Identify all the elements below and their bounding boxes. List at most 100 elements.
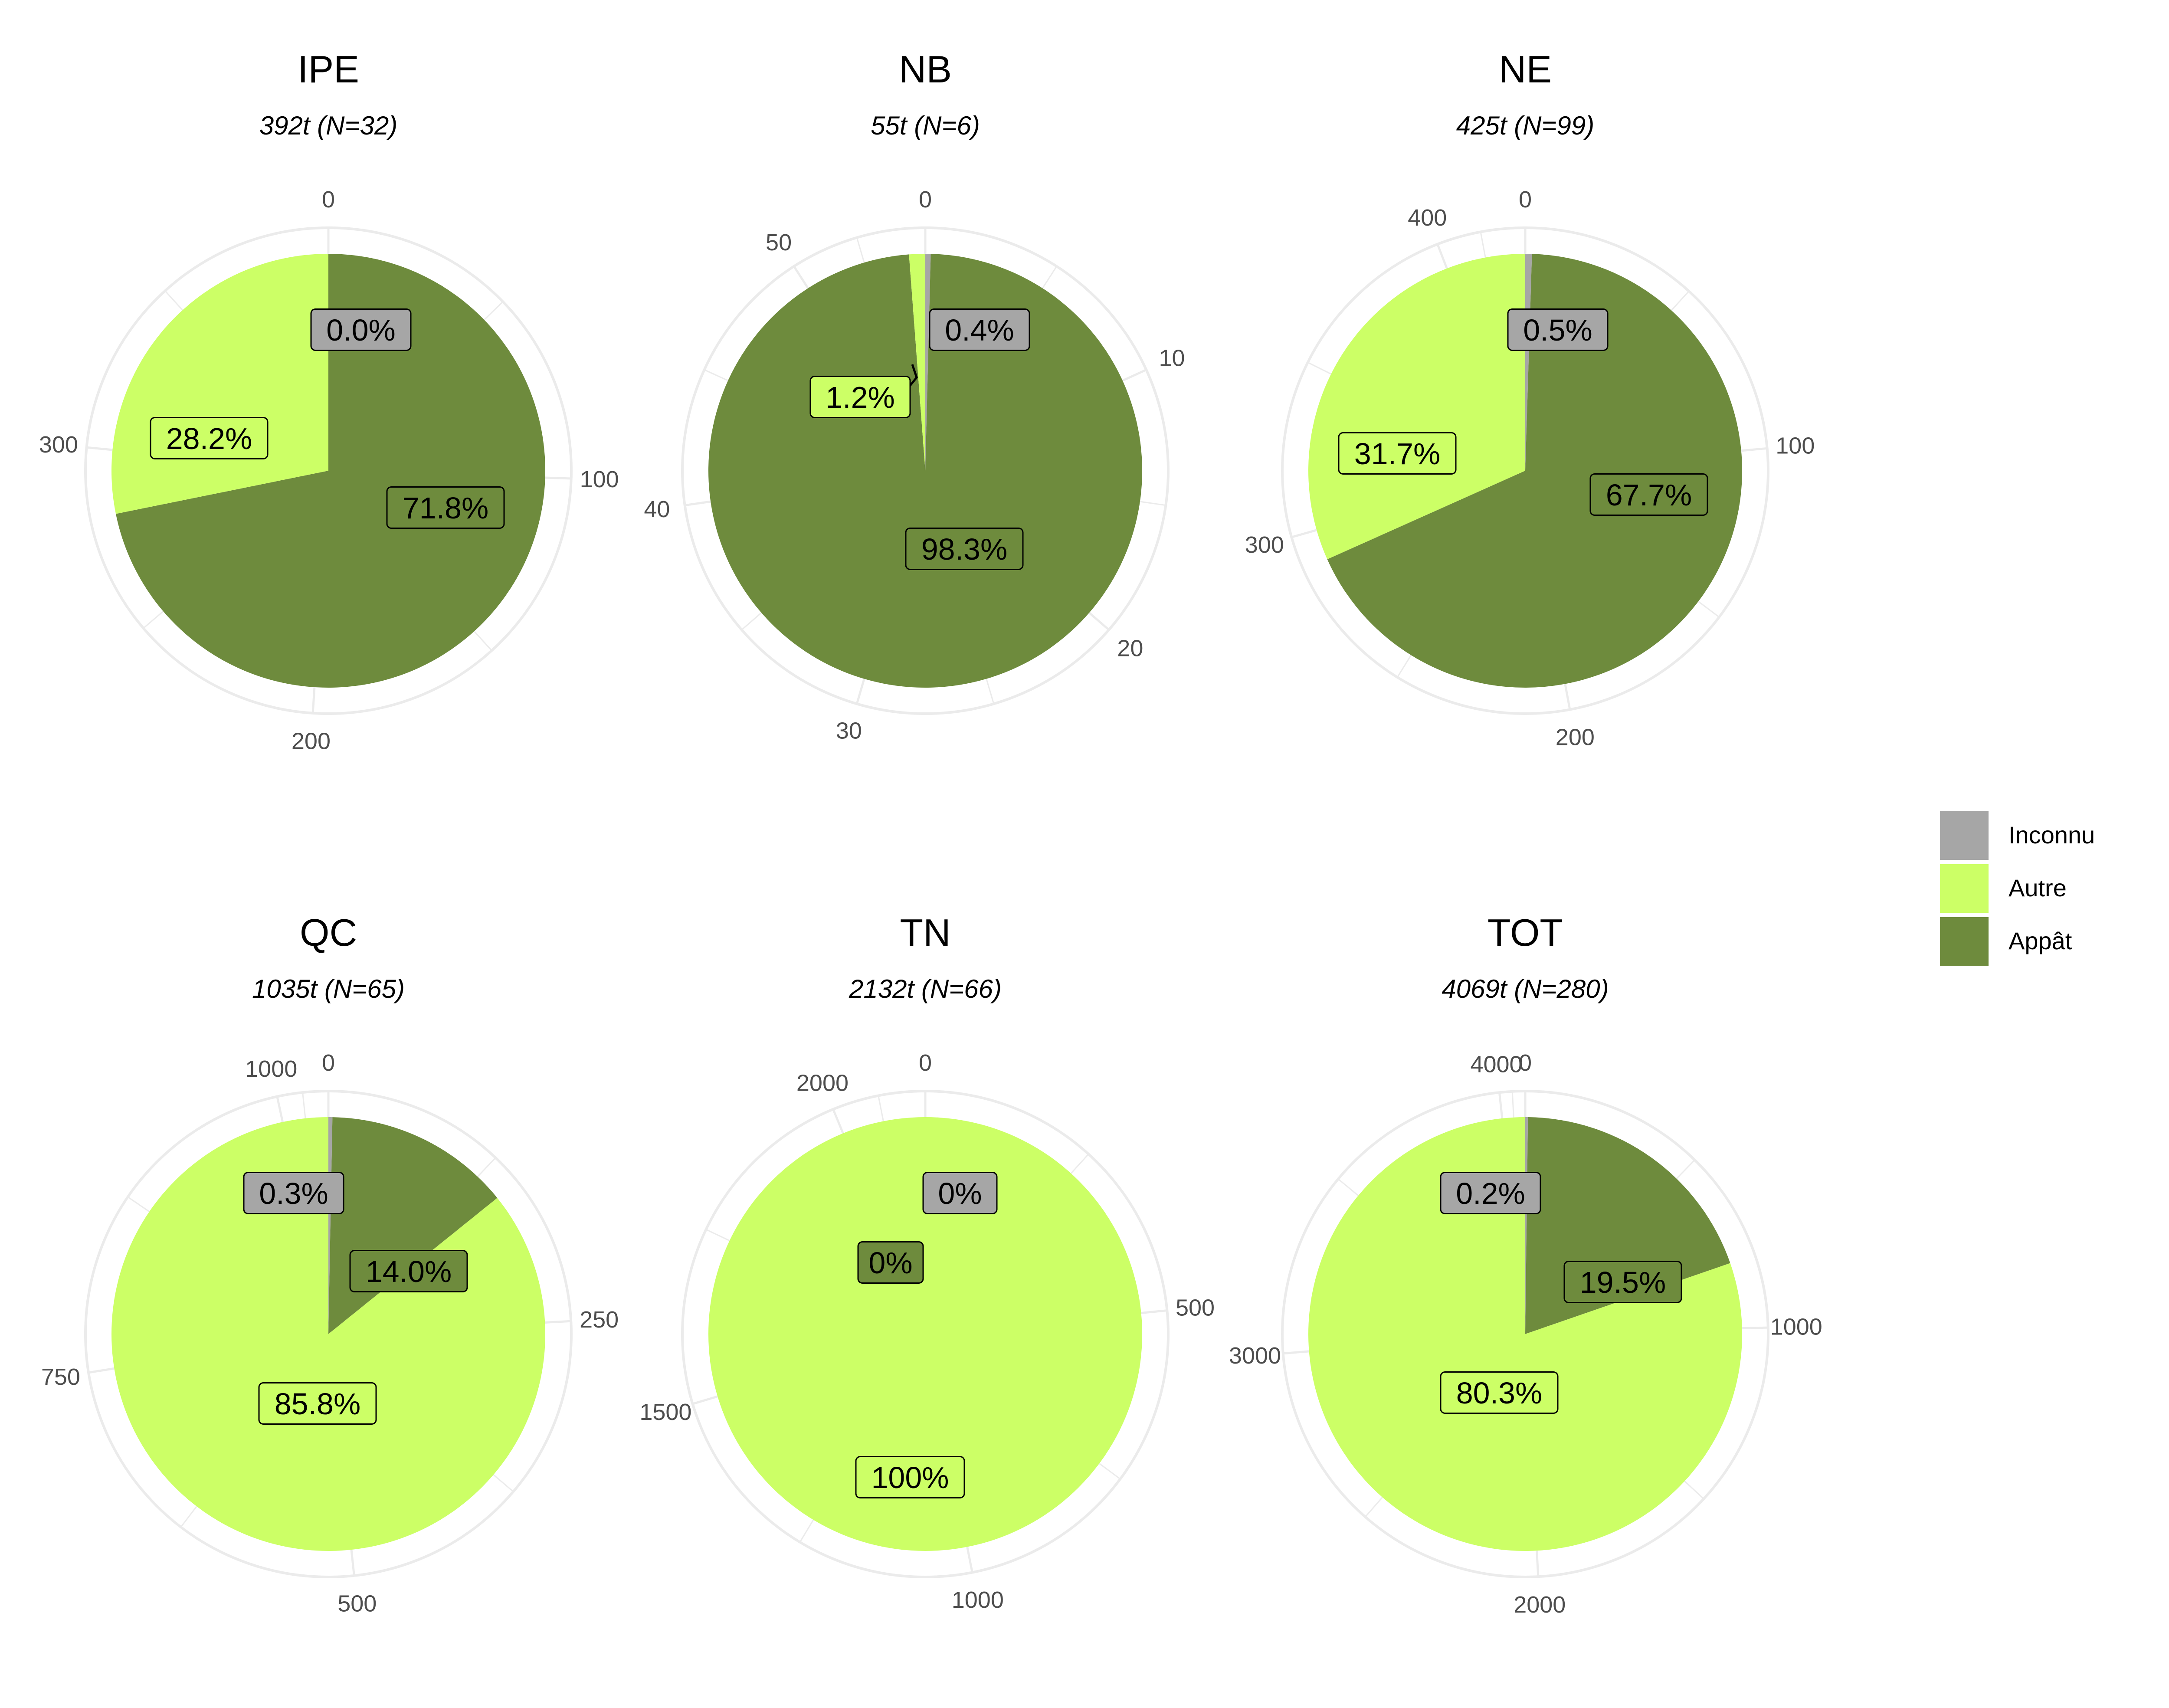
pie-slice-appat [116, 254, 546, 688]
grid-spoke-minor [741, 612, 762, 630]
tick-label: 2000 [1514, 1592, 1566, 1618]
tick-label: 3000 [1229, 1343, 1281, 1369]
grid-spoke [1088, 612, 1110, 631]
tick-label: 2000 [796, 1070, 849, 1096]
grid-spoke [1498, 1092, 1504, 1119]
label-connector [907, 364, 918, 389]
grid-spoke-minor [704, 369, 728, 381]
data-label-box [855, 1456, 965, 1498]
grid-spoke [692, 1395, 718, 1405]
tick-label: 500 [337, 1590, 377, 1616]
data-label-box [243, 1172, 344, 1214]
data-label: 19.5% [1580, 1265, 1666, 1299]
panel-subtitle: 425t (N=99) [1456, 111, 1595, 140]
grid-spoke [276, 1096, 284, 1122]
tick-label: 1000 [245, 1056, 297, 1082]
grid-spoke-minor [302, 1092, 306, 1118]
tick-label: 300 [39, 432, 78, 458]
grid-spoke [545, 1320, 571, 1324]
pie-slice-inconnu [328, 1117, 333, 1334]
grid-spoke [88, 1367, 115, 1374]
data-label: 0.0% [326, 313, 396, 347]
grid-spoke [1141, 1309, 1167, 1314]
grid-spoke-minor [986, 679, 995, 704]
data-label: 85.8% [275, 1387, 360, 1421]
data-label-box [905, 528, 1024, 570]
grid-spoke-minor [799, 1519, 814, 1543]
tick-label: 1000 [952, 1587, 1004, 1613]
data-label-box [310, 308, 412, 351]
grid-spoke-minor [477, 1157, 496, 1177]
grid-spoke [1291, 529, 1317, 538]
grid-spoke-minor [705, 1229, 730, 1242]
tick-label: 0 [322, 187, 335, 213]
panel-subtitle: 1035t (N=65) [252, 974, 405, 1003]
legend-key [1940, 917, 1989, 966]
data-label: 0.5% [1523, 313, 1592, 347]
tick-label: 1500 [639, 1399, 691, 1425]
grid-spoke [350, 1549, 355, 1576]
pie-slice-inconnu [925, 254, 931, 471]
grid-spoke-minor [127, 1196, 150, 1213]
pie-slice-autre [111, 1117, 546, 1551]
data-label: 0.2% [1456, 1177, 1525, 1210]
data-label-box [1507, 308, 1609, 351]
grid-spoke [1283, 1350, 1309, 1355]
grid-spoke [1436, 243, 1448, 269]
grid-spoke [793, 266, 809, 289]
grid-spoke-minor [1396, 655, 1412, 678]
grid-spoke-minor [1480, 232, 1486, 258]
grid-spoke-minor [1337, 1178, 1359, 1197]
pie-panel-ne: NE 425t (N=99) 0 100 200 300 400 0.5% 31.7% 67.7% [1245, 48, 1815, 750]
grid-spoke-minor [1099, 1463, 1121, 1480]
tick-label: 0 [322, 1050, 335, 1076]
data-label: 0% [938, 1177, 982, 1210]
grid-spoke [1741, 447, 1767, 452]
pie-panel-tn: TN 2132t (N=66) 0 500 1000 1500 2000 0% 100% 0% [639, 911, 1215, 1613]
grid-spoke [86, 446, 113, 451]
panel-title: IPE [298, 48, 359, 91]
grid-spoke-minor [474, 631, 492, 651]
tick-label: 1000 [1770, 1314, 1822, 1340]
panel-title: NB [899, 48, 952, 91]
data-label-box [1338, 432, 1457, 475]
grid-spoke-minor [164, 290, 183, 311]
grid-spoke-minor [180, 1506, 197, 1528]
data-label-box [857, 1241, 924, 1284]
panel-title: TN [900, 911, 950, 954]
data-label-box [1440, 1371, 1559, 1414]
grid-spoke [1536, 1551, 1540, 1577]
tick-label: 40 [644, 496, 670, 522]
tick-label: 750 [41, 1364, 80, 1390]
grid-spoke-minor [1671, 291, 1690, 311]
tick-label: 100 [580, 466, 619, 492]
tick-label: 0 [919, 1050, 932, 1076]
panel-title: NE [1499, 48, 1552, 91]
data-label: 28.2% [166, 422, 252, 456]
grid-spoke-minor [1698, 601, 1720, 618]
legend-key [1940, 864, 1989, 913]
grid-spoke-minor [878, 1095, 884, 1121]
grid-spoke-minor [143, 610, 164, 629]
grid-spoke [966, 1547, 973, 1573]
data-label: 100% [871, 1461, 949, 1495]
data-label-box [150, 417, 269, 459]
panel-subtitle: 392t (N=32) [259, 111, 398, 140]
legend-label: Autre [2008, 874, 2067, 902]
tick-label: 500 [1176, 1295, 1215, 1321]
pie-slice-autre [909, 254, 925, 471]
tick-label: 50 [766, 229, 792, 256]
pie-slice-autre [1308, 254, 1525, 560]
grid-spoke-minor [856, 237, 865, 263]
pie-panel-ipe: IPE 392t (N=32) 0 100 200 300 0.0% 28.2% 71.8% [39, 48, 619, 754]
tick-label: 4000 [1470, 1052, 1522, 1078]
tick-label: 200 [1556, 724, 1595, 750]
pie-slice-autre [111, 254, 328, 514]
data-label-box [1440, 1172, 1541, 1214]
tick-label: 100 [1776, 433, 1815, 459]
grid-spoke [311, 687, 316, 714]
data-label: 67.7% [1606, 478, 1692, 512]
tick-label: 400 [1408, 205, 1447, 231]
grid-spoke [832, 1108, 844, 1134]
